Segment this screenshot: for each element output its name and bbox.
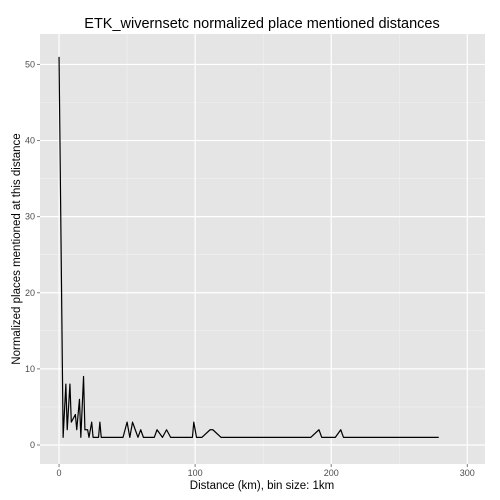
x-axis-ticks: 0 100 200 300 [57, 464, 475, 478]
x-tick-label: 200 [324, 468, 339, 478]
series-line [58, 56, 439, 438]
y-tick-label: 40 [25, 136, 35, 146]
minor-gridlines [40, 34, 485, 464]
x-axis-title: Distance (km), bin size: 1km [190, 480, 334, 492]
y-axis-ticks: 0 10 20 30 40 50 [25, 59, 40, 450]
y-tick-label: 50 [25, 59, 35, 69]
y-tick-label: 10 [25, 364, 35, 374]
y-tick-label: 20 [25, 288, 35, 298]
plot-panel [40, 34, 485, 464]
y-axis-title: Normalized places mentioned at this dist… [11, 133, 23, 364]
x-tick-label: 300 [460, 468, 475, 478]
chart-title: ETK_wivernsetc normalized place mentione… [84, 16, 439, 32]
y-tick-label: 30 [25, 212, 35, 222]
major-gridlines [40, 34, 485, 464]
x-tick-label: 0 [57, 468, 62, 478]
y-tick-label: 0 [30, 440, 35, 450]
x-tick-label: 100 [188, 468, 203, 478]
